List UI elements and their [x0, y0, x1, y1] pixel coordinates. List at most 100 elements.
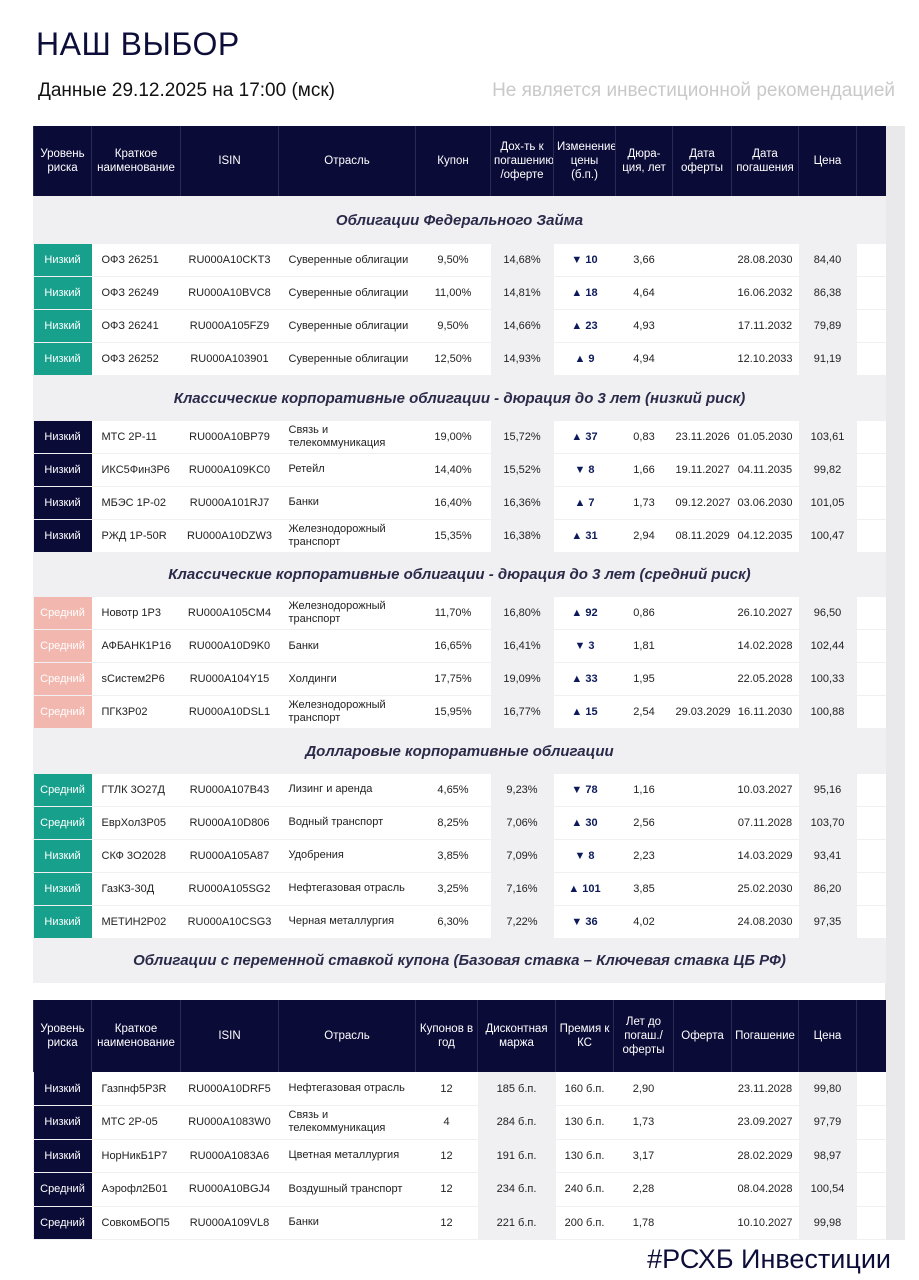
column-header: ISIN — [180, 126, 279, 196]
right-margin-strip — [885, 126, 905, 1240]
isin: RU000A104Y15 — [180, 662, 279, 696]
price-change: ▼ 8 — [553, 453, 616, 487]
price-change-value: 33 — [585, 673, 598, 685]
maturity-date: 07.11.2028 — [731, 806, 799, 840]
bond-name: ОФЗ 26252 — [91, 342, 181, 376]
isin: RU000A109KC0 — [180, 453, 279, 487]
arrow-down-icon: ▼ — [571, 915, 583, 928]
maturity-date: 26.10.2027 — [731, 597, 799, 630]
table-row: Низкий ОФЗ 26241 RU000A105FZ9 Суверенные об… — [33, 309, 886, 343]
coupon: 6,30% — [415, 905, 491, 939]
risk-badge: Низкий — [33, 486, 92, 520]
blank-cell — [856, 806, 886, 840]
price-change-value: 31 — [585, 529, 598, 542]
isin: RU000A105CM4 — [180, 597, 279, 630]
bond-name: Новотр 1Р3 — [91, 597, 181, 630]
coupon: 12,50% — [415, 342, 491, 376]
risk-badge: Низкий — [33, 872, 92, 906]
section-title: Классические корпоративные облигации - д… — [33, 552, 886, 597]
bond-name: СКФ 3О2028 — [91, 839, 181, 873]
column-header: Оферта — [673, 1000, 732, 1072]
coupon: 15,95% — [415, 695, 491, 729]
duration: 4,93 — [615, 309, 673, 343]
bond-name: МБЭС 1Р-02 — [91, 486, 181, 520]
maturity-date: 22.05.2028 — [731, 662, 799, 696]
offer-date — [672, 806, 732, 840]
section-title: Облигации с переменной ставкой купона (Б… — [33, 938, 886, 983]
price-change: ▼ 78 — [553, 773, 616, 807]
price-change: ▲ 30 — [553, 806, 616, 840]
price-change: ▼ 36 — [553, 905, 616, 939]
blank-cell — [856, 309, 886, 343]
duration: 1,81 — [615, 629, 673, 663]
price: 100,88 — [798, 695, 857, 729]
maturity-date: 23.11.2028 — [731, 1072, 799, 1106]
sector: Суверенные облигации — [278, 309, 416, 343]
price: 99,82 — [798, 453, 857, 487]
price-change-value: 92 — [585, 607, 598, 619]
table-header-row: Уровень риска Краткое наименование ISIN Отр… — [33, 1000, 886, 1072]
sector: Железнодорожный транспорт — [278, 519, 416, 553]
bond-name: МЕТИН2Р02 — [91, 905, 181, 939]
arrow-up-icon: ▲ — [568, 882, 580, 895]
column-header — [856, 126, 886, 196]
key-rate-premium: 130 б.п. — [555, 1139, 614, 1173]
coupons-per-year: 12 — [415, 1172, 478, 1207]
price-change-value: 78 — [585, 783, 598, 796]
yield: 7,09% — [490, 839, 554, 873]
arrow-down-icon: ▼ — [571, 783, 583, 796]
offer-date: 23.11.2026 — [672, 420, 732, 454]
blank-cell — [856, 453, 886, 487]
offer-date — [672, 839, 732, 873]
isin: RU000A10BP79 — [180, 420, 279, 454]
blank-cell — [856, 872, 886, 906]
table-row: Низкий НорНикБ1Р7 RU000A1083A6 Цветная мета… — [33, 1139, 886, 1173]
table-row: Средний АФБАНК1Р16 RU000A10D9K0 Банки 16,65%… — [33, 629, 886, 663]
arrow-up-icon: ▲ — [571, 320, 583, 332]
price: 79,89 — [798, 309, 857, 343]
coupons-per-year: 12 — [415, 1072, 478, 1106]
price-change-value: 23 — [585, 320, 598, 332]
isin: RU000A10DSL1 — [180, 695, 279, 729]
sector: Черная металлургия — [278, 905, 416, 939]
blank-cell — [856, 839, 886, 873]
yield: 7,06% — [490, 806, 554, 840]
sector: Железнодорожный транспорт — [278, 597, 416, 630]
maturity-date: 28.02.2029 — [731, 1139, 799, 1173]
key-rate-premium: 200 б.п. — [555, 1206, 614, 1240]
coupon: 14,40% — [415, 453, 491, 487]
offer-date — [673, 1139, 732, 1173]
column-header: Изменение цены (б.п.) — [553, 126, 616, 196]
column-header: Краткое наименование — [91, 126, 181, 196]
price-change: ▼ 8 — [553, 839, 616, 873]
sector: Ретейл — [278, 453, 416, 487]
offer-date: 08.11.2029 — [672, 519, 732, 553]
price: 96,50 — [798, 597, 857, 630]
price: 86,38 — [798, 276, 857, 310]
duration: 2,56 — [615, 806, 673, 840]
column-header: Цена — [798, 1000, 857, 1072]
price: 95,16 — [798, 773, 857, 807]
price: 100,47 — [798, 519, 857, 553]
coupon: 17,75% — [415, 662, 491, 696]
page-title: НАШ ВЫБОР — [36, 26, 240, 62]
coupon: 4,65% — [415, 773, 491, 807]
price-change: ▲ 92 — [553, 597, 616, 630]
offer-date — [672, 905, 732, 939]
table-row: Низкий ОФЗ 26251 RU000A10CKT3 Суверенные об… — [33, 244, 886, 277]
duration: 4,02 — [615, 905, 673, 939]
isin: RU000A10D9K0 — [180, 629, 279, 663]
table-row: Средний Аэрофл2Б01 RU000A10BGJ4 Воздушный т… — [33, 1172, 886, 1207]
sector: Банки — [278, 1206, 416, 1240]
risk-badge: Средний — [33, 1206, 92, 1240]
arrow-down-icon: ▼ — [571, 254, 583, 266]
coupon: 3,85% — [415, 839, 491, 873]
sector: Суверенные облигации — [278, 276, 416, 310]
price-change-value: 15 — [585, 706, 598, 718]
bond-name: НорНикБ1Р7 — [91, 1139, 181, 1173]
blank-cell — [856, 342, 886, 376]
column-header: Цена — [798, 126, 857, 196]
maturity-date: 16.06.2032 — [731, 276, 799, 310]
blank-cell — [856, 276, 886, 310]
risk-badge: Низкий — [33, 519, 92, 553]
